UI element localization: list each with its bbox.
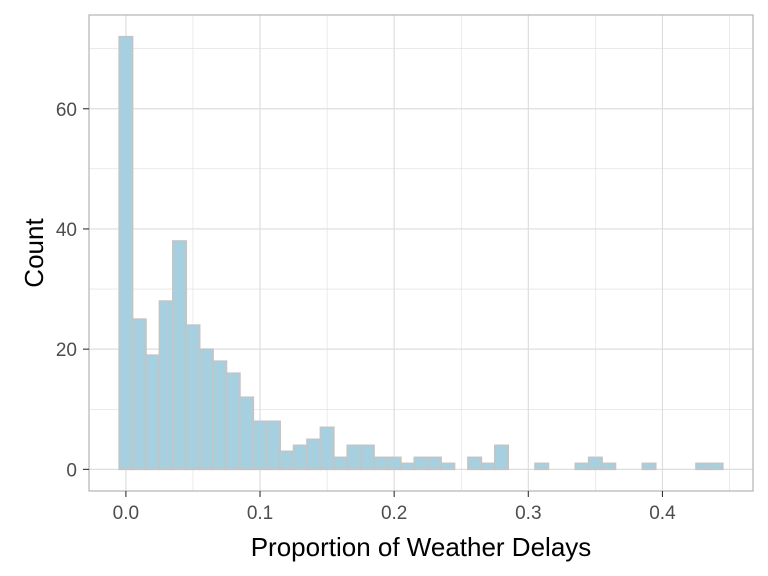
histogram-bar bbox=[587, 456, 603, 471]
histogram-bar bbox=[601, 462, 617, 471]
histogram-bar bbox=[400, 462, 416, 471]
x-tick-label: 0.0 bbox=[113, 503, 139, 524]
x-tick-label: 0.4 bbox=[649, 503, 676, 524]
histogram-bar bbox=[158, 300, 174, 471]
panel-border bbox=[88, 14, 754, 492]
y-tick-label: 40 bbox=[56, 220, 77, 241]
histogram-bar bbox=[279, 450, 295, 471]
histogram-bar bbox=[440, 462, 456, 471]
histogram-bar bbox=[198, 348, 214, 471]
histogram-bar bbox=[239, 396, 255, 471]
histogram-bar bbox=[172, 240, 188, 471]
y-axis-ticks: 0 20 40 60 bbox=[56, 100, 89, 481]
histogram-bar bbox=[333, 456, 349, 471]
histogram-bar bbox=[145, 354, 161, 471]
histogram-bar bbox=[346, 444, 362, 471]
histogram-bar bbox=[480, 462, 496, 471]
y-tick-label: 60 bbox=[56, 100, 77, 121]
x-axis-ticks: 0.0 0.1 0.2 0.3 0.4 bbox=[113, 491, 676, 524]
histogram-bar bbox=[413, 456, 429, 471]
y-tick-label: 0 bbox=[66, 460, 77, 481]
histogram-bar bbox=[373, 456, 389, 471]
histogram-bars bbox=[118, 35, 724, 471]
x-tick-label: 0.3 bbox=[515, 503, 541, 524]
histogram-bar bbox=[225, 372, 241, 471]
histogram-bar bbox=[252, 420, 268, 471]
histogram-bar bbox=[574, 462, 590, 471]
x-tick-label: 0.1 bbox=[247, 503, 273, 524]
histogram-bar bbox=[212, 360, 228, 471]
histogram-bar bbox=[359, 444, 375, 471]
x-tick-label: 0.2 bbox=[381, 503, 407, 524]
histogram-bar bbox=[467, 456, 483, 471]
histogram-bar bbox=[534, 462, 550, 471]
histogram-bar bbox=[185, 324, 201, 471]
histogram-bar bbox=[708, 462, 724, 471]
histogram-bar bbox=[493, 444, 509, 471]
histogram-bar bbox=[131, 318, 147, 471]
histogram-bar bbox=[386, 456, 402, 471]
histogram-bar bbox=[292, 444, 308, 471]
y-tick-label: 20 bbox=[56, 340, 77, 361]
histogram-bar bbox=[641, 462, 657, 471]
histogram-bar bbox=[265, 420, 281, 471]
histogram-bar bbox=[695, 462, 711, 471]
histogram-bar bbox=[426, 456, 442, 471]
y-axis-title: Count bbox=[19, 218, 49, 288]
histogram-bar bbox=[118, 35, 134, 471]
x-axis-title: Proportion of Weather Delays bbox=[251, 532, 592, 562]
histogram-bar bbox=[306, 438, 322, 471]
histogram-bar bbox=[319, 426, 335, 471]
